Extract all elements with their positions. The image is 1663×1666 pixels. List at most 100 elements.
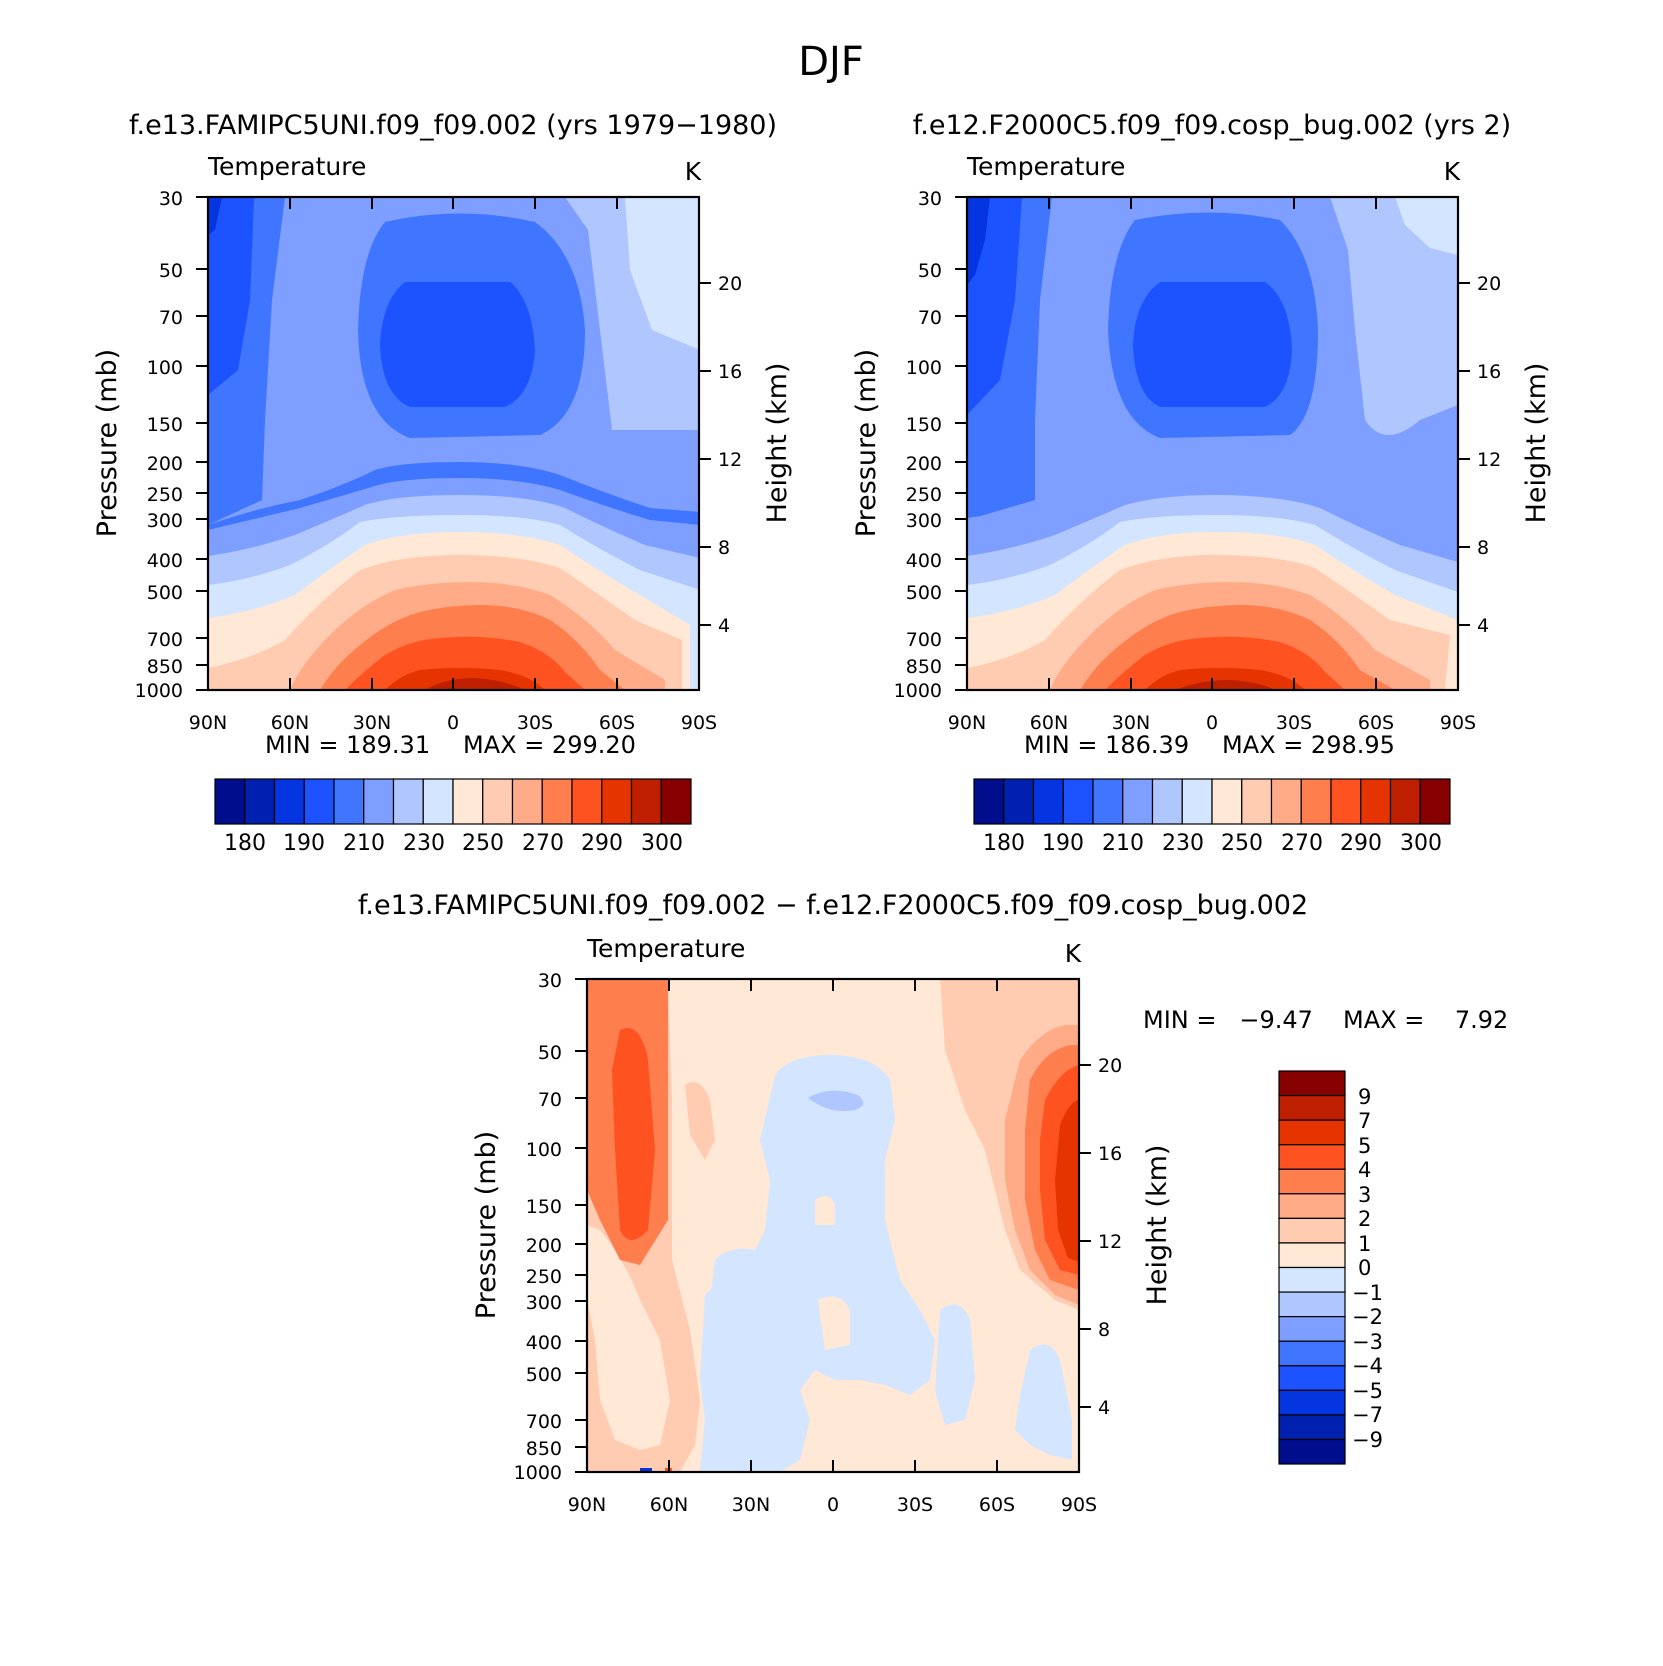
colorbar <box>1278 1070 1346 1465</box>
tick-label: 250 <box>526 1266 562 1288</box>
colorbar <box>214 778 692 825</box>
colorbar-box <box>482 778 514 825</box>
tick-label: 70 <box>159 307 183 329</box>
tick-label: 4 <box>1477 615 1489 637</box>
level-band <box>1395 197 1458 255</box>
ylabel-right: Height (km) <box>762 363 793 524</box>
tick-label: 250 <box>147 484 183 506</box>
tick-label: 30N <box>353 712 391 734</box>
colorbar-label: 290 <box>1340 831 1382 856</box>
tick-label: 400 <box>906 550 942 572</box>
colorbar-label: 180 <box>983 831 1025 856</box>
panel-title: f.e13.FAMIPC5UNI.f09_f09.002 (yrs 1979−1… <box>129 110 777 141</box>
colorbar-box <box>1278 1365 1346 1391</box>
tick-label: 60N <box>1030 712 1068 734</box>
colorbar-box <box>1062 778 1094 825</box>
colorbar-label: 250 <box>1221 831 1263 856</box>
units-label: K <box>1444 157 1461 186</box>
tick-label: 70 <box>538 1089 562 1111</box>
tick-label: 90S <box>1440 712 1476 734</box>
tick-label: 90N <box>948 712 986 734</box>
colorbar-box <box>1278 1242 1346 1269</box>
height-axis: 20 16 12 8 4 <box>699 273 742 637</box>
colorbar-box <box>630 778 662 825</box>
tick-label: 100 <box>147 357 183 379</box>
level-band <box>818 1296 850 1350</box>
tick-label: 60N <box>650 1494 688 1516</box>
tick-label: 20 <box>1477 273 1501 295</box>
tick-label: 16 <box>1477 361 1501 383</box>
colorbar-label: 3 <box>1358 1183 1371 1207</box>
panel-model2: f.e12.F2000C5.f09_f09.cosp_bug.002 (yrs … <box>851 110 1552 856</box>
colorbar-label: 210 <box>1102 831 1144 856</box>
tick-label: 0 <box>827 1494 839 1516</box>
colorbar-label: 180 <box>224 831 266 856</box>
tick-label: 20 <box>718 273 742 295</box>
tick-label: 300 <box>526 1292 562 1314</box>
tick-label: 8 <box>1098 1319 1110 1341</box>
colorbar-box <box>1092 778 1124 825</box>
contour-field <box>208 197 699 690</box>
min-label: MIN = 189.31 <box>265 731 430 759</box>
tick-label: 150 <box>906 414 942 436</box>
units-label: K <box>685 157 702 186</box>
colorbar-label: 300 <box>1400 831 1442 856</box>
colorbar-label: 300 <box>641 831 683 856</box>
variable-label: Temperature <box>207 152 366 181</box>
colorbar-box <box>1032 778 1064 825</box>
colorbar-label: 7 <box>1358 1109 1371 1133</box>
tick-label: 70 <box>918 307 942 329</box>
colorbar-label: 0 <box>1358 1256 1371 1280</box>
tick-label: 0 <box>447 712 459 734</box>
tick-label: 850 <box>526 1438 562 1460</box>
colorbar-box <box>1278 1070 1346 1097</box>
tick-label: 300 <box>147 510 183 532</box>
ylabel-right: Height (km) <box>1521 363 1552 524</box>
colorbar-label: 290 <box>581 831 623 856</box>
units-label: K <box>1065 939 1082 968</box>
tick-label: 50 <box>918 260 942 282</box>
tick-label: 700 <box>906 629 942 651</box>
contour-field <box>587 979 1079 1472</box>
tick-label: 50 <box>538 1042 562 1064</box>
tick-label: 1000 <box>514 1462 562 1484</box>
level-band <box>587 1225 670 1450</box>
height-axis: 20 16 12 8 4 <box>1458 273 1501 637</box>
panel-difference: f.e13.FAMIPC5UNI.f09_f09.002 − f.e12.F20… <box>358 890 1508 1516</box>
level-band <box>967 197 990 285</box>
tick-label: 500 <box>147 582 183 604</box>
tick-label: 20 <box>1098 1055 1122 1077</box>
min-label: MIN = −9.47 <box>1143 1006 1313 1034</box>
colorbar-box <box>392 778 424 825</box>
tick-label: 50 <box>159 260 183 282</box>
colorbar-box <box>303 778 335 825</box>
max-label: MAX = 7.92 <box>1343 1006 1508 1034</box>
panel-title: f.e12.F2000C5.f09_f09.cosp_bug.002 (yrs … <box>913 110 1511 141</box>
level-band <box>612 1028 655 1240</box>
colorbar-box <box>1003 778 1035 825</box>
min-label: MIN = 186.39 <box>1024 731 1189 759</box>
tick-label: 300 <box>906 510 942 532</box>
colorbar-label: −2 <box>1352 1305 1383 1329</box>
colorbar-box <box>1278 1340 1346 1367</box>
tick-label: 850 <box>147 656 183 678</box>
tick-label: 30N <box>732 1494 770 1516</box>
colorbar-box <box>333 778 365 825</box>
lat-axis: 90N 60N 30N 0 30S 60S 90S <box>948 197 1476 734</box>
tick-marks <box>955 196 967 691</box>
tick-label: 30 <box>538 970 562 992</box>
colorbar-label: −4 <box>1352 1354 1383 1378</box>
tick-label: 200 <box>906 453 942 475</box>
colorbar-labels: 180 190 210 230 250 270 290 300 <box>224 831 683 856</box>
tick-label: 12 <box>718 449 742 471</box>
tick-label: 500 <box>526 1364 562 1386</box>
level-band <box>1175 680 1275 690</box>
tick-label: 60N <box>271 712 309 734</box>
colorbar-label: −7 <box>1352 1403 1383 1427</box>
colorbar-box <box>422 778 454 825</box>
tick-label: 12 <box>1477 449 1501 471</box>
pressure-axis: 30 50 70 100 150 200 250 300 400 500 700… <box>514 970 587 1484</box>
tick-label: 60S <box>1358 712 1394 734</box>
colorbar-box <box>1278 1168 1346 1195</box>
